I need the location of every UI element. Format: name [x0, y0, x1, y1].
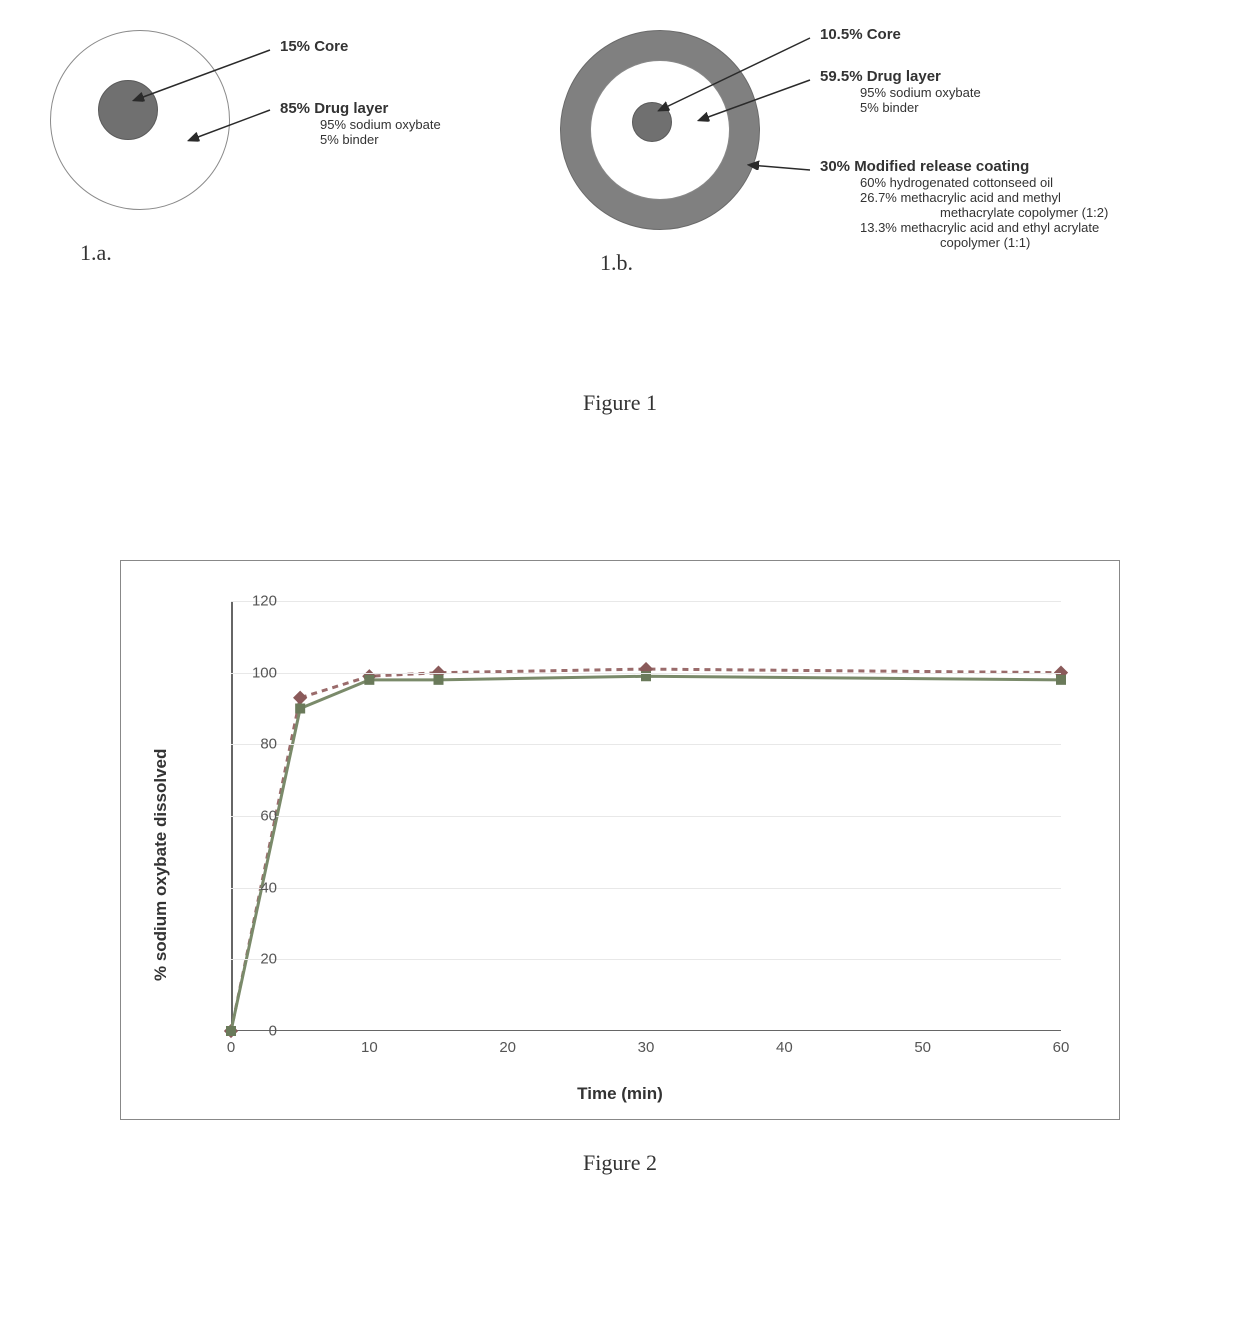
series-line-series-1	[231, 669, 1061, 1031]
label-1b-drug-layer: 59.5% Drug layer 95% sodium oxybate 5% b…	[820, 68, 981, 115]
grid-line	[231, 601, 1061, 602]
label-sub: 26.7% methacrylic acid and methyl	[820, 190, 1108, 205]
label-sub: 5% binder	[820, 100, 981, 115]
y-tick-label: 20	[227, 951, 277, 968]
grid-line	[231, 673, 1061, 674]
y-tick-label: 100	[227, 664, 277, 681]
figure-1: 15% Core 85% Drug layer 95% sodium oxyba…	[40, 20, 1200, 360]
x-tick-label: 60	[1041, 1039, 1081, 1056]
y-tick-label: 0	[227, 1023, 277, 1040]
label-sub: 13.3% methacrylic acid and ethyl acrylat…	[820, 220, 1108, 235]
y-tick-label: 80	[227, 736, 277, 753]
y-tick-label: 60	[227, 808, 277, 825]
series-marker-series-2	[1057, 675, 1066, 684]
series-marker-series-2	[434, 675, 443, 684]
grid-line	[231, 959, 1061, 960]
label-title: 59.5% Drug layer	[820, 68, 981, 85]
series-line-series-2	[231, 676, 1061, 1031]
label-1a-core: 15% Core	[280, 38, 348, 55]
figure-1b: 10.5% Core 59.5% Drug layer 95% sodium o…	[560, 20, 1200, 230]
label-sub: methacrylate copolymer (1:2)	[820, 205, 1108, 220]
label-sub: 95% sodium oxybate	[280, 117, 441, 132]
grid-line	[231, 816, 1061, 817]
label-title: 30% Modified release coating	[820, 158, 1108, 175]
series-marker-series-2	[296, 704, 305, 713]
y-tick-label: 40	[227, 879, 277, 896]
grid-line	[231, 888, 1061, 889]
x-tick-label: 30	[626, 1039, 666, 1056]
series-marker-series-1	[294, 691, 307, 704]
y-axis-title: % sodium oxybate dissolved	[151, 749, 171, 981]
label-1a-drug-layer: 85% Drug layer 95% sodium oxybate 5% bin…	[280, 100, 441, 147]
x-tick-label: 20	[488, 1039, 528, 1056]
figure-2-chart: % sodium oxybate dissolved Time (min) 0 2…	[120, 560, 1120, 1120]
x-tick-label: 40	[764, 1039, 804, 1056]
figure-1a: 15% Core 85% Drug layer 95% sodium oxyba…	[40, 20, 520, 230]
figure-2-caption: Figure 2	[0, 1150, 1240, 1176]
label-sub: 60% hydrogenated cottonseed oil	[820, 175, 1108, 190]
label-title: 15% Core	[280, 38, 348, 55]
label-1b-core: 10.5% Core	[820, 26, 901, 43]
figure-1-caption: Figure 1	[0, 390, 1240, 416]
subcaption-1b: 1.b.	[600, 250, 633, 276]
plot-area	[231, 601, 1061, 1031]
label-sub: copolymer (1:1)	[820, 235, 1108, 250]
y-tick-label: 120	[227, 593, 277, 610]
x-axis-title: Time (min)	[121, 1084, 1119, 1104]
label-sub: 5% binder	[280, 132, 441, 147]
x-tick-label: 0	[211, 1039, 251, 1056]
x-tick-label: 50	[903, 1039, 943, 1056]
label-title: 85% Drug layer	[280, 100, 441, 117]
label-sub: 95% sodium oxybate	[820, 85, 981, 100]
series-marker-series-2	[365, 675, 374, 684]
subcaption-1a: 1.a.	[80, 240, 112, 266]
grid-line	[231, 744, 1061, 745]
x-tick-label: 10	[349, 1039, 389, 1056]
label-title: 10.5% Core	[820, 26, 901, 43]
label-1b-coating: 30% Modified release coating 60% hydroge…	[820, 158, 1108, 250]
arrow-1a-core	[40, 20, 520, 280]
